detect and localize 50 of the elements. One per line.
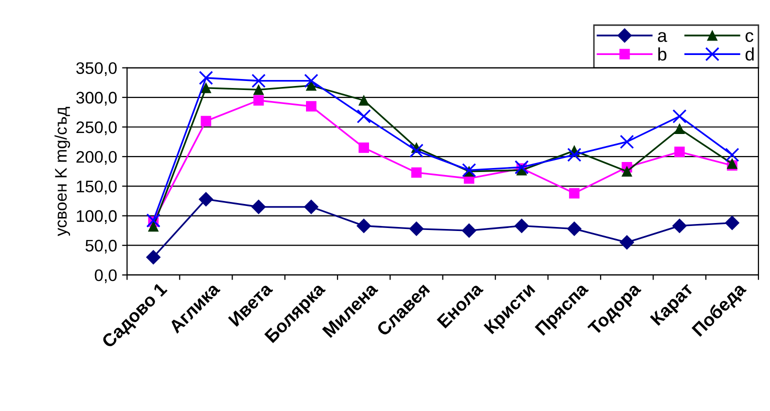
point <box>409 144 424 158</box>
legend-label: c <box>746 32 754 42</box>
point <box>304 74 318 88</box>
y-tick-label: 200,0 <box>76 150 117 165</box>
point <box>620 235 634 250</box>
point <box>725 148 740 162</box>
y-tick-label: 150,0 <box>76 180 117 194</box>
point <box>514 218 529 234</box>
point <box>411 167 422 178</box>
point <box>674 146 685 158</box>
point <box>569 188 580 198</box>
point <box>200 82 212 94</box>
point <box>724 216 740 230</box>
point <box>620 134 634 149</box>
point <box>462 163 476 178</box>
y-tick-label: 350,0 <box>76 62 117 76</box>
y-tick-label: 250,0 <box>76 121 117 136</box>
point <box>200 116 212 126</box>
point <box>672 218 687 234</box>
y-tick-label: 300,0 <box>76 92 117 106</box>
point <box>356 218 372 234</box>
point <box>253 95 264 106</box>
point <box>253 84 264 95</box>
point <box>409 222 424 236</box>
point <box>462 223 476 238</box>
point <box>148 221 159 232</box>
y-tick-label: 50,0 <box>86 240 117 254</box>
y-tick-label: 0,0 <box>94 269 117 284</box>
legend-label: b <box>658 47 666 61</box>
point <box>567 222 582 236</box>
point <box>358 142 370 153</box>
point <box>358 95 370 106</box>
y-tick-label: 100,0 <box>76 210 117 224</box>
point <box>251 200 266 214</box>
point <box>304 200 318 214</box>
point <box>198 192 214 206</box>
point <box>356 109 371 124</box>
point <box>567 148 582 162</box>
legend-label: d <box>746 47 754 61</box>
point <box>198 70 214 85</box>
point <box>306 101 316 112</box>
point <box>622 166 632 177</box>
point <box>514 160 529 174</box>
point <box>146 213 160 228</box>
point <box>252 74 266 88</box>
y-axis-title: усвоен K mg/съд <box>54 106 70 236</box>
legend-label: a <box>658 32 668 42</box>
point <box>674 124 685 134</box>
point <box>146 250 161 264</box>
point <box>672 109 687 124</box>
